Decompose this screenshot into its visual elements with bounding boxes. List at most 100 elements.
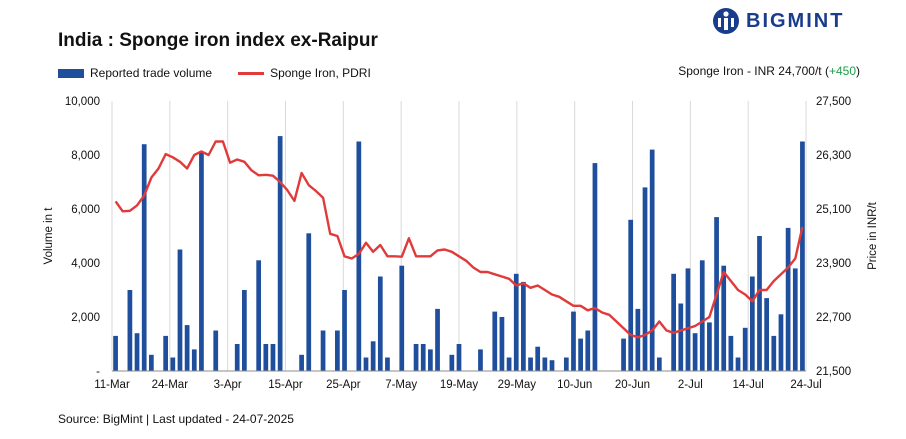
volume-bar [199,152,204,371]
volume-bar [635,308,641,371]
chart-legend: Reported trade volume Sponge Iron, PDRI [58,66,371,80]
volume-bars [113,136,805,371]
volume-bar [134,333,140,371]
volume-bar [721,265,727,371]
volume-bar [420,344,426,371]
volume-bar [707,322,712,371]
volume-bar [649,149,655,371]
volume-bar [642,187,648,371]
volume-bar [785,227,791,371]
y-right-tick-label: 27,500 [816,96,851,108]
volume-bar [735,357,741,371]
volume-bar [277,136,283,371]
x-tick-label: 3-Apr [214,379,242,391]
legend-swatch-price [238,71,265,75]
volume-bar [377,276,383,371]
volume-bar [585,330,591,371]
source-note: Source: BigMint | Last updated - 24-07-2… [58,412,294,426]
x-tick-label: 29-May [498,379,537,391]
price-change: +450 [828,64,856,78]
volume-bar [177,249,183,371]
volume-bar [628,219,634,371]
x-tick-label: 24-Jul [790,379,821,391]
volume-bar [778,314,784,371]
y-left-tick-label: - [96,366,100,378]
volume-bar [749,276,755,371]
volume-bar [621,338,626,371]
volume-bar [184,325,190,371]
volume-bar [549,360,555,371]
y-right-tick-label: 23,900 [816,258,851,270]
volume-bar [299,354,304,371]
volume-bar [728,335,734,371]
x-tick-label: 20-Jun [615,379,650,391]
volume-bar [170,357,176,371]
y-right-tick-label: 26,300 [816,150,851,162]
volume-bar [113,335,118,371]
volume-bar [764,298,770,371]
volume-bar [127,290,133,371]
volume-bar [578,338,583,371]
x-tick-label: 15-Apr [268,379,303,391]
volume-bar [385,357,390,371]
volume-bar [492,311,498,371]
volume-bar [742,327,748,371]
axes: 11-Mar 24-Mar 3-Apr 15-Apr 25-Apr 7-May 19-May… [43,96,879,391]
volume-bar [363,357,369,371]
x-tick-label: 25-Apr [326,379,361,391]
x-tick-label: 2-Jul [678,379,703,391]
volume-bar [413,344,419,371]
volume-bar [685,268,691,371]
y-left-tick-label: 2,000 [71,312,100,324]
y-left-tick-label: 8,000 [71,150,100,162]
price-note: Sponge Iron - INR 24,700/t (+450) [678,64,860,78]
volume-bar [671,273,677,371]
y-left-axis-title: Volume in t [43,207,55,265]
volume-bar [571,311,576,371]
y-right-tick-label: 22,700 [816,312,851,324]
volume-bar [678,303,684,371]
volume-bar [449,354,455,371]
volume-bar [213,330,219,371]
volume-bar [141,144,147,371]
volume-bar [163,335,169,371]
y-left-tick-label: 4,000 [71,258,100,270]
volume-bar [563,357,569,371]
volume-bar [800,141,805,371]
volume-bar [270,344,276,371]
volume-bar [656,357,662,371]
x-tick-label: 11-Mar [94,379,130,391]
volume-bar [542,357,548,371]
volume-bar [456,344,462,371]
volume-bar [428,349,433,371]
volume-bar [535,346,541,371]
volume-bar [241,290,247,371]
brand-name: BIGMINT [746,9,845,32]
volume-bar [792,268,798,371]
volume-bar [513,273,519,371]
volume-bar [528,357,533,371]
volume-bar [757,236,762,371]
volume-bar [320,330,326,371]
x-tick-label: 10-Jun [557,379,592,391]
volume-bar [191,349,197,371]
volume-bar [499,317,505,371]
brand-mark-icon [713,8,739,34]
volume-bar [399,265,405,371]
price-note-suffix: ) [856,64,860,78]
y-right-tick-label: 25,100 [816,204,851,216]
legend-label-price: Sponge Iron, PDRI [270,66,371,80]
volume-bar [148,354,154,371]
page-title: India : Sponge iron index ex-Raipur [58,30,378,51]
price-note-prefix: Sponge Iron - INR 24,700/t ( [678,64,829,78]
volume-bar [263,344,269,371]
x-tick-label: 7-May [385,379,417,391]
legend-swatch-volume [58,68,84,78]
volume-bar [342,290,347,371]
y-right-tick-label: 21,500 [816,366,851,378]
volume-bar [256,260,262,371]
volume-bar [335,330,340,371]
volume-bar [370,341,376,371]
y-left-tick-label: 6,000 [71,204,100,216]
x-tick-label: 14-Jul [733,379,764,391]
